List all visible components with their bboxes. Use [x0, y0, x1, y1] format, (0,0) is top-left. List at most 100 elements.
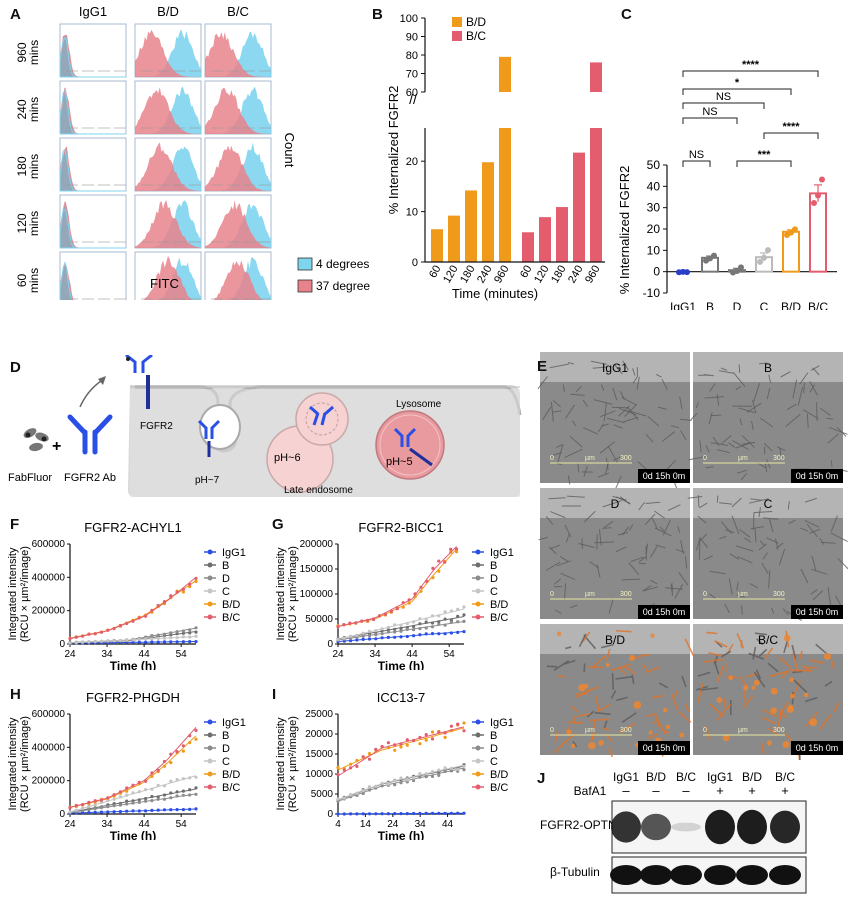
data-point	[815, 193, 821, 199]
series-line	[70, 577, 196, 638]
y-tick-label: 0	[327, 809, 333, 820]
x-axis-label: Time (minutes)	[452, 286, 538, 301]
data-point	[711, 253, 717, 259]
y-tick-label: 10000	[305, 769, 333, 780]
row-label-unit: mins	[27, 97, 41, 122]
panel-f-letter: F	[10, 516, 19, 533]
data-point	[406, 744, 409, 747]
legend-marker	[476, 720, 481, 725]
scale-end: 300	[620, 455, 632, 462]
panel-a-letter: A	[10, 6, 21, 23]
y-axis-label-line1: Integrated intensity	[275, 547, 287, 640]
internalization-schematic: FabFluor + FGFR2 Ab FGFR2 pH~7 pH~6 Late…	[0, 355, 530, 505]
x-tick-label: B/C	[808, 300, 828, 310]
treatment-sign: +	[781, 783, 789, 798]
x-tick-label: 54	[444, 649, 456, 660]
legend-label: D	[222, 573, 230, 585]
fluorescent-cell	[824, 653, 831, 660]
fluorescent-cell	[650, 634, 654, 638]
fluorescent-cell	[809, 718, 817, 726]
y-axis-label: Integrated intensity(RCU × µm²/image)	[7, 716, 31, 812]
loading-band	[640, 865, 672, 885]
bar	[590, 128, 602, 262]
y-tick-label: 100	[400, 13, 418, 25]
legend-marker	[476, 772, 481, 777]
fluorescent-cell	[666, 725, 670, 729]
legend-marker	[476, 615, 481, 620]
fluorescent-cell	[754, 680, 760, 686]
cell-shape	[584, 663, 585, 672]
legend-label: C	[222, 756, 230, 768]
column-header: B/C	[227, 4, 249, 19]
loading-band	[769, 865, 801, 885]
fabfluor-icon	[22, 426, 50, 452]
cell-shape	[717, 496, 718, 503]
fluorescent-cell	[804, 693, 809, 698]
protein-band	[641, 814, 671, 840]
loading-band	[610, 865, 642, 885]
chart-title: ICC13-7	[377, 690, 425, 705]
data-point	[462, 613, 465, 616]
loading-band	[670, 865, 702, 885]
y-axis-label: Integrated intensity(RCU × µm²/image)	[275, 546, 299, 642]
panel-d-letter: D	[10, 359, 21, 376]
ph6-label: pH~6	[274, 452, 301, 464]
bar	[448, 216, 460, 262]
x-tick-label: 24	[64, 649, 76, 660]
y-tick-label: 400000	[32, 572, 66, 583]
scale-unit: µm	[585, 727, 595, 734]
y-axis-label: Integrated intensity(RCU × µm²/image)	[7, 546, 31, 642]
lane-label: B/D	[646, 770, 666, 784]
legend-label: 37 degrees	[316, 279, 370, 293]
row-label: 60mins	[15, 268, 41, 293]
scale-unit: µm	[738, 591, 748, 598]
fluorescent-cell	[663, 708, 667, 712]
row-label: 960mins	[15, 40, 41, 65]
significance-label: ***	[758, 149, 772, 161]
scale-start: 0	[703, 591, 707, 598]
x-axis-label: Time (h)	[110, 829, 156, 840]
fluorescent-cell	[571, 744, 575, 748]
loading-band	[736, 865, 768, 885]
protein-band	[770, 811, 800, 844]
y-axis-label-line1: Integrated intensity	[7, 717, 19, 810]
chart-title: FGFR2-ACHYL1	[84, 520, 182, 535]
y-axis-label-line2: (RCU × µm²/image)	[19, 546, 31, 642]
fluorescent-cell	[789, 678, 794, 683]
tile-label: C	[764, 497, 773, 511]
y-tick-label: 200000	[32, 606, 66, 617]
legend-marker	[208, 746, 213, 751]
legend-marker	[476, 550, 481, 555]
tile-label: D	[611, 497, 620, 511]
arrow-icon	[80, 379, 104, 407]
y-tick-label: 90	[406, 32, 418, 44]
fluorescent-cell	[770, 707, 777, 714]
lysosome-label: Lysosome	[396, 399, 442, 410]
scale-unit: µm	[738, 727, 748, 734]
row-label-unit: mins	[27, 154, 41, 179]
timestamp: 0d 15h 0m	[796, 607, 839, 617]
fluorescent-cell	[784, 635, 791, 642]
legend-label: B	[222, 560, 229, 572]
data-point	[368, 758, 371, 761]
significance-bracket	[683, 118, 737, 124]
ph7-label: pH~7	[195, 475, 220, 486]
fluorescent-cell	[728, 675, 733, 680]
chart-title: FGFR2-PHGDH	[86, 690, 180, 705]
cell-shape	[604, 528, 612, 529]
treatment-sign: –	[682, 783, 690, 798]
cell-shape	[699, 543, 700, 560]
y-tick-label: 15000	[305, 749, 333, 760]
legend-marker	[476, 589, 481, 594]
timestamp: 0d 15h 0m	[796, 471, 839, 481]
legend-marker	[476, 576, 481, 581]
series-line	[70, 581, 196, 639]
cell-shape	[739, 364, 740, 372]
legend-label: B	[490, 730, 497, 742]
legend-label: B/C	[222, 612, 240, 624]
significance-bracket	[764, 133, 818, 139]
